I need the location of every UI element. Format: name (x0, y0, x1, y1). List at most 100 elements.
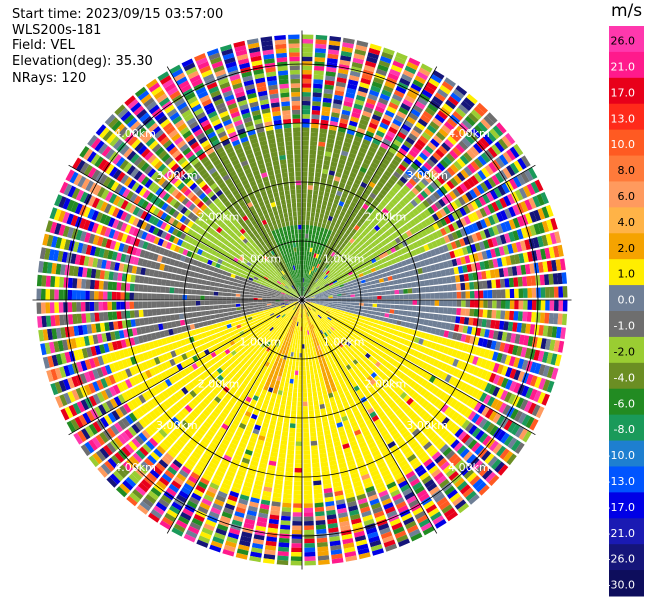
ppi-gate (466, 93, 478, 105)
ppi-gate (368, 494, 379, 502)
ppi-gate (302, 47, 313, 53)
ppi-gate (382, 47, 395, 56)
ppi-gate (403, 253, 409, 260)
ppi-gate (403, 516, 415, 526)
ppi-gate (314, 181, 320, 187)
ppi-gate (385, 457, 395, 465)
ppi-gate (345, 198, 352, 205)
ppi-gate (328, 527, 339, 533)
ppi-gate (308, 305, 313, 309)
ppi-gate (367, 407, 375, 415)
ppi-gate (302, 92, 311, 97)
ppi-gate (254, 424, 261, 431)
ppi-gate (524, 169, 534, 182)
ppi-gate (311, 114, 320, 120)
ppi-gate (357, 210, 364, 218)
ppi-gate (312, 476, 321, 482)
ppi-gate (478, 484, 490, 496)
ppi-gate (459, 154, 470, 165)
ppi-gate (310, 303, 315, 306)
ppi-gate (444, 406, 453, 416)
ppi-gate (326, 277, 331, 282)
ppi-gate (382, 185, 391, 193)
ppi-gate (309, 303, 315, 306)
ppi-gate (381, 353, 388, 359)
ppi-gate (311, 309, 315, 313)
ppi-gate (414, 431, 424, 440)
ppi-gate (332, 306, 337, 309)
ppi-gate (408, 300, 413, 305)
ppi-gate (451, 231, 459, 240)
ppi-gate (418, 338, 424, 345)
ppi-gate (317, 307, 323, 310)
ppi-gate (348, 505, 359, 512)
ppi-gate (452, 496, 464, 507)
ppi-gate (316, 341, 320, 347)
ppi-gate (457, 462, 468, 473)
ppi-gate (451, 349, 458, 358)
ppi-gate (457, 417, 467, 427)
ppi-gate (469, 291, 475, 299)
ppi-gate (322, 306, 328, 310)
ppi-gate (347, 225, 354, 232)
ppi-gate (336, 384, 342, 391)
ppi-gate (360, 249, 366, 256)
ppi-gate (313, 323, 317, 329)
ppi-gate (313, 342, 317, 347)
ppi-gate (359, 217, 366, 224)
ppi-gate (314, 284, 319, 288)
ppi-gate (310, 286, 315, 291)
ppi-gate (316, 203, 322, 209)
ppi-gate (496, 415, 506, 426)
ppi-gate (385, 421, 393, 430)
ppi-gate (385, 181, 393, 190)
ppi-gate (227, 494, 238, 502)
ppi-gate (455, 257, 462, 266)
ppi-gate (306, 300, 311, 302)
ppi-gate (265, 540, 277, 547)
ppi-gate (434, 493, 446, 503)
ppi-gate (468, 424, 478, 435)
ppi-gate (467, 410, 477, 421)
ppi-gate (346, 326, 352, 331)
ppi-gate (365, 485, 375, 493)
ppi-gate (294, 316, 297, 321)
ppi-gate (318, 264, 322, 270)
ppi-gate (333, 390, 339, 397)
ppi-gate (445, 338, 452, 347)
ppi-gate (412, 288, 417, 294)
ppi-gate (360, 279, 366, 284)
ppi-gate (432, 320, 438, 328)
ppi-gate (508, 393, 517, 405)
ppi-gate (362, 253, 369, 259)
ppi-gate (446, 315, 452, 323)
ppi-gate (358, 392, 365, 400)
ppi-gate (450, 241, 458, 250)
ppi-gate (310, 286, 314, 291)
ppi-gate (324, 332, 328, 337)
ppi-gate (487, 455, 498, 467)
ppi-gate (363, 158, 371, 166)
ppi-gate (338, 159, 346, 165)
ppi-gate (345, 266, 350, 271)
ppi-gate (298, 304, 301, 309)
ppi-gate (434, 113, 446, 124)
ppi-gate (430, 342, 437, 350)
ppi-gate (221, 511, 233, 519)
ppi-gate (341, 300, 347, 302)
ppi-gate (387, 235, 395, 242)
ppi-gate (352, 347, 358, 353)
ppi-gate (544, 247, 551, 259)
ppi-gate (329, 320, 335, 325)
ppi-gate (363, 300, 369, 303)
ppi-gate (315, 39, 327, 45)
ppi-gate (384, 230, 391, 237)
ppi-gate (317, 199, 323, 205)
ppi-gate (344, 258, 350, 264)
ppi-gate (371, 210, 379, 218)
ppi-gate (430, 73, 443, 84)
ppi-gate (304, 534, 315, 539)
ppi-gate (447, 422, 457, 432)
ppi-gate (557, 272, 563, 285)
ppi-gate (376, 307, 382, 312)
